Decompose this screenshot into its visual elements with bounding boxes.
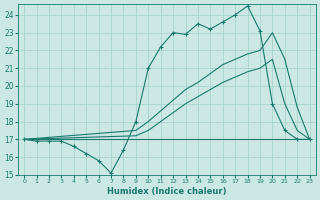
X-axis label: Humidex (Indice chaleur): Humidex (Indice chaleur) <box>107 187 227 196</box>
